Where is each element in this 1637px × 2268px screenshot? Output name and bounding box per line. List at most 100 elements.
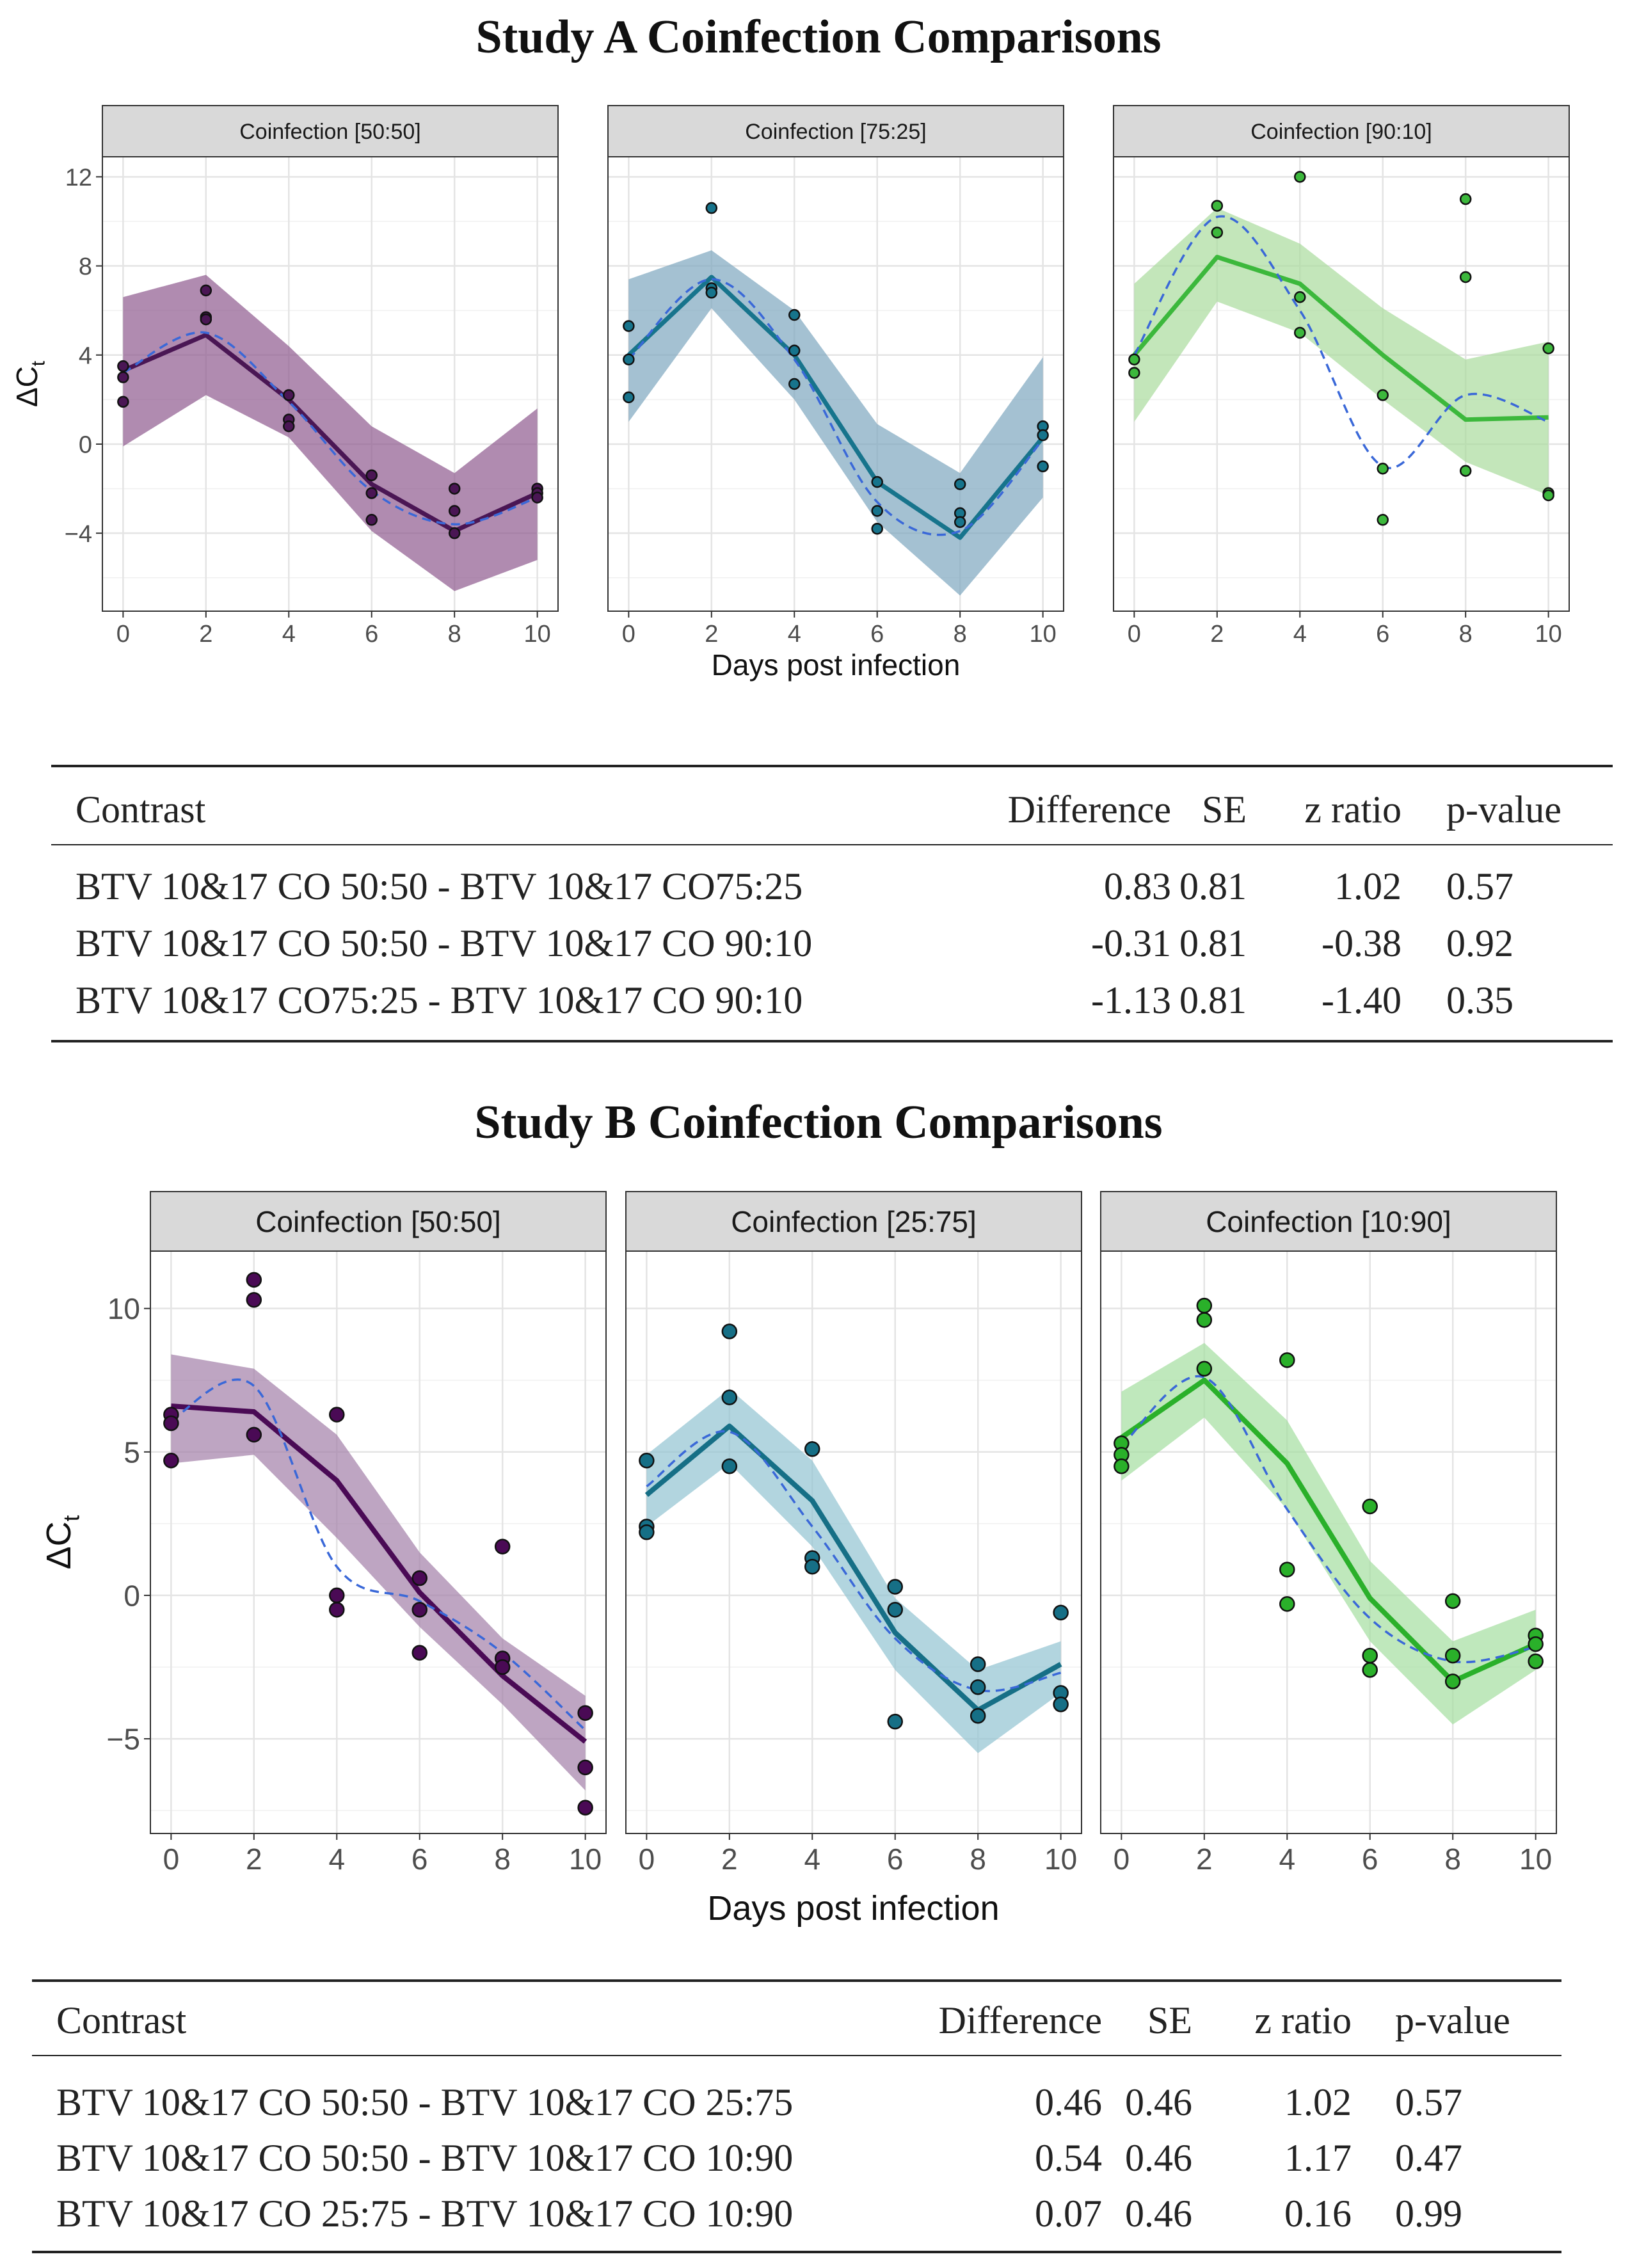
x-tick-label: 2 bbox=[246, 1842, 262, 1876]
x-tick-label: 4 bbox=[328, 1842, 345, 1876]
data-point bbox=[200, 284, 212, 297]
table-row-contrast: BTV 10&17 CO 50:50 - BTV 10&17 CO 90:10 bbox=[76, 922, 813, 964]
mean-line bbox=[644, 1423, 1062, 1713]
study-a-chart: Coinfection [50:50]0 2 4 6 8 10−404812Coinfec… bbox=[10, 105, 1570, 682]
data-point bbox=[1377, 389, 1389, 401]
data-point bbox=[577, 1800, 593, 1816]
y-tick-label: 12 bbox=[65, 164, 92, 191]
x-tick-label: 0 bbox=[163, 1842, 180, 1876]
data-point bbox=[1459, 271, 1472, 284]
y-axis-label: ΔCt bbox=[10, 360, 49, 407]
smooth-line bbox=[1133, 215, 1549, 470]
data-point bbox=[705, 287, 718, 299]
data-point bbox=[200, 313, 212, 326]
y-axis-label: ΔCt bbox=[40, 1515, 84, 1569]
x-tick-label: 10 bbox=[1029, 621, 1056, 648]
data-point bbox=[1211, 200, 1224, 212]
panel-border bbox=[607, 156, 1064, 612]
panel-border bbox=[1113, 156, 1570, 612]
table-row-difference: 0.46 bbox=[1035, 2081, 1102, 2123]
panel-strip-label: Coinfection [25:75] bbox=[731, 1205, 977, 1238]
x-tick-label: 4 bbox=[788, 621, 801, 648]
data-point bbox=[283, 389, 295, 401]
table-row-z-ratio: 0.16 bbox=[1284, 2192, 1352, 2235]
data-point bbox=[1528, 1636, 1544, 1652]
table-row-se: 0.46 bbox=[1125, 2081, 1192, 2123]
data-point bbox=[163, 1415, 179, 1432]
data-point bbox=[970, 1707, 986, 1724]
data-point bbox=[1542, 342, 1554, 355]
data-point bbox=[246, 1426, 262, 1443]
table-header-z-ratio: z ratio bbox=[1254, 1999, 1352, 2041]
data-point bbox=[1444, 1593, 1461, 1609]
x-tick-label: 0 bbox=[1114, 1842, 1130, 1876]
data-point bbox=[1211, 227, 1224, 239]
x-axis-label: Days post infection bbox=[707, 1889, 999, 1928]
data-point bbox=[887, 1602, 903, 1618]
table-row-se: 0.81 bbox=[1179, 979, 1247, 1021]
chart-panel: Coinfection [10:90] 0 2 4 6 8 10 bbox=[1100, 1191, 1557, 1876]
table-row-difference: 0.54 bbox=[1035, 2137, 1102, 2179]
x-tick-label: 0 bbox=[622, 621, 635, 648]
data-point bbox=[871, 505, 883, 517]
panel-strip bbox=[150, 1191, 607, 1252]
data-point bbox=[577, 1759, 593, 1776]
data-point bbox=[970, 1656, 986, 1672]
data-point bbox=[329, 1587, 345, 1604]
x-tick-label: 10 bbox=[1044, 1842, 1077, 1876]
data-point bbox=[1279, 1561, 1295, 1577]
table-row-difference: 0.07 bbox=[1035, 2192, 1102, 2235]
data-point bbox=[1279, 1596, 1295, 1612]
data-point bbox=[448, 483, 461, 495]
x-tick-label: 8 bbox=[1459, 621, 1473, 648]
table-row-difference: 0.83 bbox=[1104, 865, 1171, 907]
table-row-p-value: 0.35 bbox=[1446, 979, 1513, 1021]
table-header-p-value: p-value bbox=[1395, 1999, 1510, 2041]
data-point bbox=[365, 487, 378, 499]
data-point bbox=[365, 469, 378, 481]
data-point bbox=[1542, 489, 1554, 502]
table-row-z-ratio: 1.02 bbox=[1284, 2081, 1352, 2123]
panel-border bbox=[1100, 1250, 1557, 1834]
data-point bbox=[246, 1272, 262, 1288]
x-tick-label: 0 bbox=[639, 1842, 655, 1876]
x-tick-label: 10 bbox=[523, 621, 550, 648]
x-tick-label: 6 bbox=[411, 1842, 428, 1876]
data-point bbox=[804, 1558, 820, 1575]
data-point bbox=[1294, 326, 1306, 339]
data-point bbox=[788, 378, 801, 390]
data-point bbox=[721, 1458, 738, 1474]
panel-strip bbox=[607, 105, 1064, 157]
data-point bbox=[448, 527, 461, 539]
y-tick-label: 8 bbox=[79, 253, 92, 280]
x-tick-label: 2 bbox=[199, 621, 212, 648]
data-point bbox=[954, 478, 966, 490]
table-header-se: SE bbox=[1201, 788, 1247, 831]
confidence-band bbox=[628, 250, 1043, 596]
mean-line bbox=[1132, 255, 1549, 422]
chart-panel: Coinfection [75:25] 0 2 4 6 8 10 bbox=[607, 105, 1064, 648]
data-point bbox=[623, 353, 635, 365]
table-header-difference: Difference bbox=[1007, 788, 1171, 831]
y-tick-label: −4 bbox=[65, 521, 92, 548]
panel-strip-label: Coinfection [10:90] bbox=[1206, 1205, 1451, 1238]
table-row-z-ratio: 1.02 bbox=[1334, 865, 1401, 907]
x-tick-label: 8 bbox=[970, 1842, 986, 1876]
data-point bbox=[117, 371, 129, 383]
data-point bbox=[1053, 1697, 1069, 1713]
x-axis-label: Days post infection bbox=[712, 648, 961, 682]
x-tick-label: 6 bbox=[1376, 621, 1389, 648]
mean-line bbox=[122, 332, 539, 534]
data-point bbox=[970, 1679, 986, 1695]
panel-strip bbox=[1113, 105, 1570, 157]
data-point bbox=[639, 1524, 655, 1540]
data-point bbox=[1128, 367, 1140, 379]
x-tick-label: 10 bbox=[1535, 621, 1561, 648]
table-row-p-value: 0.92 bbox=[1446, 922, 1513, 964]
table-row-contrast: BTV 10&17 CO75:25 - BTV 10&17 CO 90:10 bbox=[76, 979, 803, 1021]
table-header-difference: Difference bbox=[938, 1999, 1102, 2041]
data-point bbox=[329, 1407, 345, 1423]
y-tick-label: 10 bbox=[108, 1292, 140, 1325]
data-point bbox=[871, 522, 883, 535]
x-tick-label: 8 bbox=[448, 621, 461, 648]
